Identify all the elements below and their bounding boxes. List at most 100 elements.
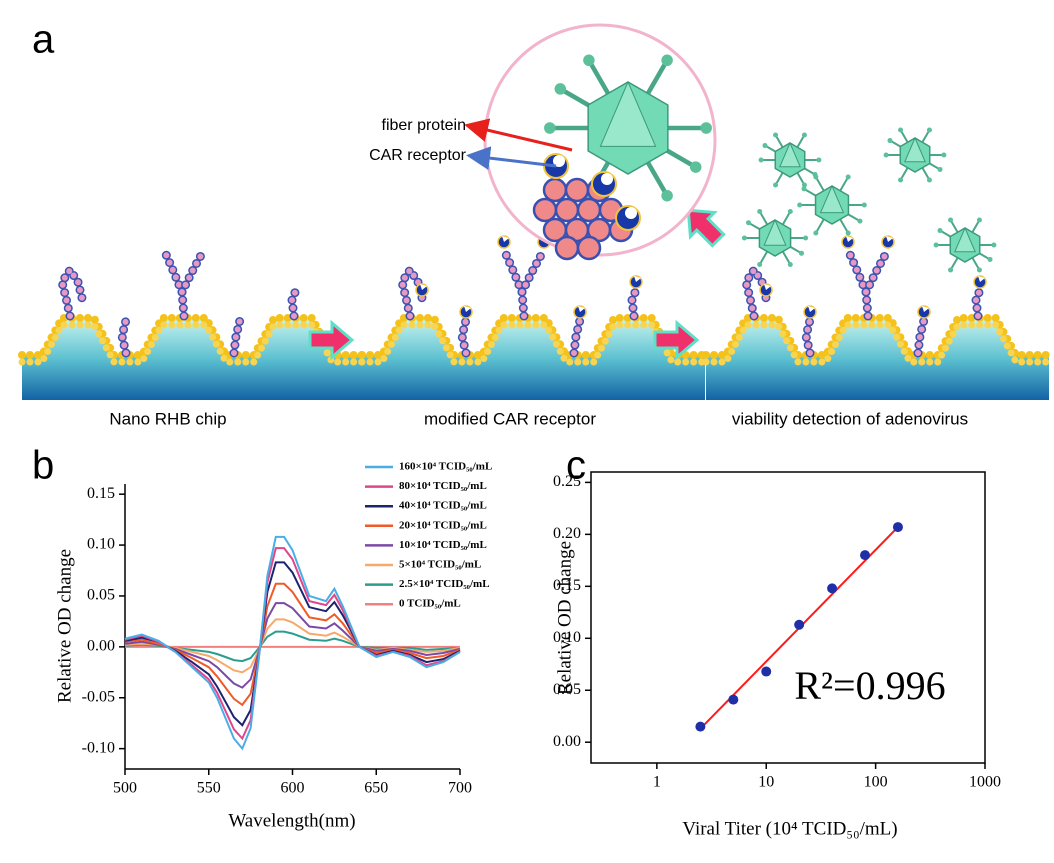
bead-chain — [58, 264, 85, 319]
receptor-pocket — [922, 306, 929, 312]
callout-arrow — [466, 146, 557, 171]
schematic — [18, 23, 1053, 400]
caption: viability detection of adenovirus — [732, 409, 968, 428]
panel-label: c — [566, 444, 586, 488]
y-tick-label: 0.25 — [553, 473, 581, 490]
virus-knob — [554, 83, 567, 95]
bead — [554, 197, 580, 223]
x-tick-label: 550 — [197, 780, 221, 797]
panel-label: b — [32, 444, 54, 488]
gold-layer — [358, 321, 709, 366]
legend-label: 2.5×10⁴ TCID₅₀/mL — [399, 578, 490, 590]
x-tick-label: 500 — [113, 780, 137, 797]
receptor-pocket — [808, 306, 815, 312]
y-tick-label: 0.20 — [553, 525, 581, 542]
bead — [576, 197, 602, 223]
charts: b 500 550 600 650 700 -0.10 -0.05 0.00 0.05 0.10 0.… — [32, 444, 1001, 840]
x-tick-label: 10 — [758, 774, 774, 791]
callout: CAR receptor — [369, 147, 467, 164]
virus-knob — [583, 54, 595, 67]
x-tick-label: 700 — [448, 780, 472, 797]
virus-knob — [937, 228, 943, 234]
annotation: R²=0.996 — [794, 663, 945, 708]
virus-facet — [763, 218, 787, 246]
x-tick-label: 100 — [864, 774, 888, 791]
y-axis-title: Relative OD change — [54, 549, 75, 703]
y-tick-label: 0.00 — [553, 733, 581, 750]
caption: modified CAR receptor — [424, 409, 596, 428]
virus-knob — [758, 157, 764, 163]
panel-label: a — [32, 18, 55, 62]
virus-knob — [762, 143, 768, 149]
series-line — [124, 582, 461, 707]
virus-knob — [933, 242, 939, 248]
virus-knob — [757, 262, 763, 268]
series-line — [124, 602, 461, 689]
virus-knob — [926, 177, 932, 183]
legend-label: 80×10⁴ TCID₅₀/mL — [399, 480, 487, 492]
bead — [576, 235, 602, 261]
virus-knob — [700, 122, 712, 134]
virus-knob — [883, 152, 889, 158]
virus-facet — [819, 184, 845, 214]
series-line — [124, 547, 461, 741]
y-tick-label: 0.00 — [87, 638, 115, 655]
process-arrow — [308, 319, 355, 361]
virus-facet — [954, 226, 976, 253]
bead — [542, 177, 568, 203]
callout-arrow — [464, 118, 573, 152]
plot-frame — [590, 471, 986, 764]
virus-knob — [799, 250, 805, 256]
bead — [554, 235, 580, 261]
virus-knob — [941, 152, 947, 158]
virus-knob — [787, 208, 793, 214]
virus-knob — [987, 256, 993, 262]
receptor-pocket — [978, 276, 985, 282]
virus-knob — [937, 166, 943, 172]
data-point — [794, 619, 805, 630]
bead-chain — [501, 247, 527, 319]
virus-knob — [898, 127, 904, 133]
bead-chain — [915, 317, 927, 356]
virus-knob — [745, 220, 751, 226]
bead-chain — [972, 287, 983, 319]
y-tick-label: -0.05 — [82, 688, 115, 705]
x-tick-label: 1000 — [969, 774, 1001, 791]
y-tick-label: 0.10 — [87, 536, 115, 553]
receptor-pocket — [634, 276, 641, 282]
receptor-pocket — [886, 236, 893, 242]
process-arrow — [653, 319, 700, 361]
virus-knob — [757, 208, 763, 214]
virus-knob — [926, 127, 932, 133]
x-tick-label: 600 — [281, 780, 305, 797]
y-tick-label: 0.10 — [553, 629, 581, 646]
x-tick-label: 650 — [364, 780, 388, 797]
virus-knob — [816, 157, 822, 163]
legend-label: 40×10⁴ TCID₅₀/mL — [399, 500, 487, 512]
virus-knob — [976, 267, 982, 273]
bead-chain — [161, 247, 187, 319]
y-tick-label: 0.05 — [87, 587, 115, 604]
receptor-pocket — [553, 155, 565, 167]
virus-knob — [861, 202, 867, 208]
bead-chain — [288, 287, 299, 319]
bead-chain — [519, 247, 547, 295]
virus-facet — [779, 141, 801, 168]
virus-facet — [904, 136, 926, 163]
y-tick-label: 0.15 — [553, 577, 581, 594]
virus-knob — [544, 122, 556, 134]
virus-knob — [857, 218, 863, 224]
bead-chain — [231, 317, 243, 356]
y-tick-label: 0.15 — [87, 485, 115, 502]
data-point — [827, 583, 838, 594]
legend-label: 10×10⁴ TCID₅₀/mL — [399, 539, 487, 551]
bead-chain — [845, 247, 871, 319]
process-arrow — [686, 208, 726, 248]
bead-chain — [628, 287, 639, 319]
x-axis-title: Viral Titer (10⁴ TCID₅₀/mL) — [682, 818, 897, 839]
chip-substrate — [362, 318, 705, 400]
receptor-pocket — [846, 236, 853, 242]
legend-label: 5×10⁴ TCID₅₀/mL — [399, 559, 481, 571]
